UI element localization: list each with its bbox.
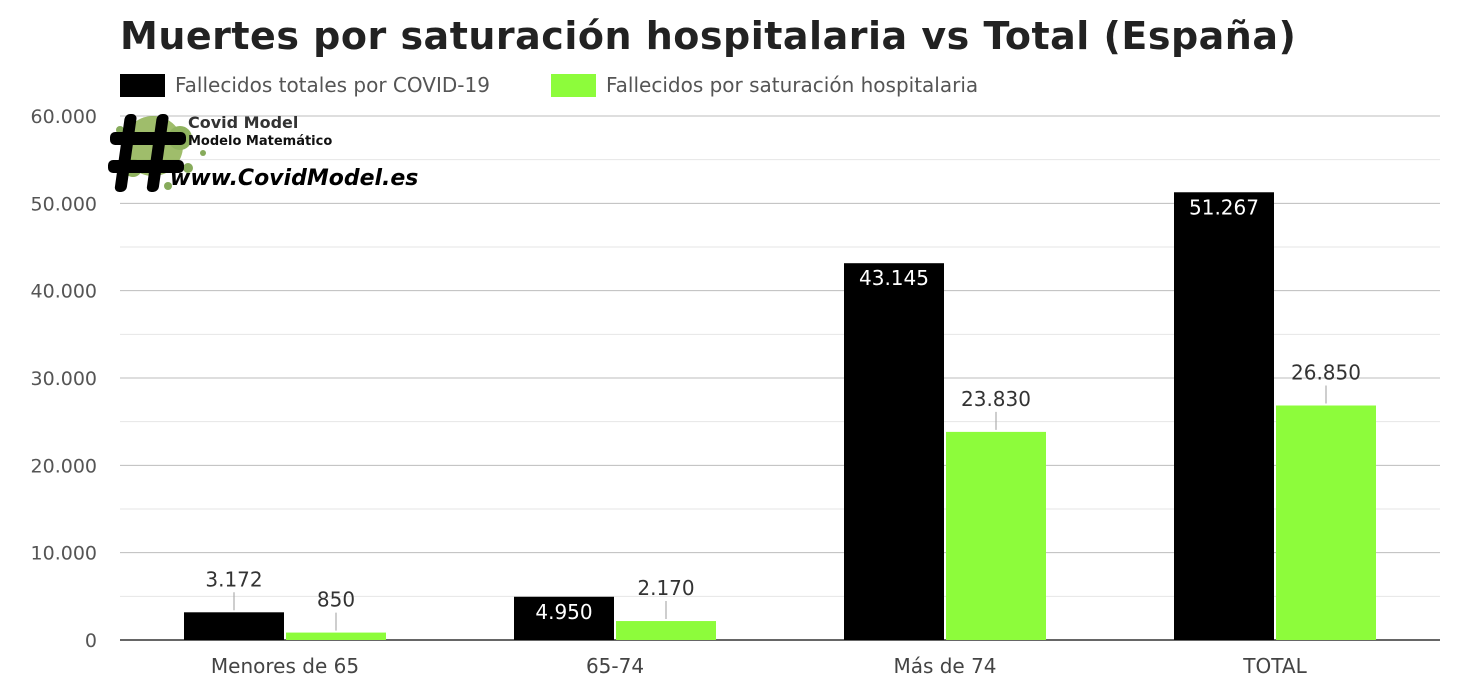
x-tick-label: Más de 74 — [893, 654, 996, 678]
data-label-total: 51.267 — [1189, 195, 1259, 219]
bar-saturation — [946, 431, 1046, 640]
watermark-brand: Covid Model — [188, 113, 298, 132]
data-label-total: 43.145 — [859, 266, 929, 290]
y-tick-label: 50.000 — [31, 193, 97, 215]
legend-swatch-total — [120, 73, 165, 97]
data-label-saturation: 23.830 — [961, 387, 1031, 411]
legend-item-saturation: Fallecidos por saturación hospitalaria — [551, 73, 978, 97]
x-tick-label: Menores de 65 — [211, 654, 359, 678]
bar-total — [514, 596, 614, 640]
y-tick-label: 0 — [85, 630, 97, 652]
bar-saturation — [616, 621, 716, 640]
watermark-subtitle: Modelo Matemático — [188, 134, 332, 149]
data-label-total: 4.950 — [535, 600, 592, 624]
bar-total — [1174, 192, 1274, 641]
y-tick-label: 60.000 — [31, 106, 97, 128]
covidmodel-watermark: Covid Model Modelo Matemático www.CovidM… — [108, 113, 418, 192]
chart-title: Muertes por saturación hospitalaria vs T… — [120, 14, 1297, 58]
data-label-total: 3.172 — [205, 567, 262, 591]
y-tick-label: 20.000 — [31, 455, 97, 477]
legend-label-total: Fallecidos totales por COVID-19 — [175, 73, 490, 97]
bar-total — [844, 263, 944, 640]
legend-label-saturation: Fallecidos por saturación hospitalaria — [606, 73, 979, 97]
legend-swatch-saturation — [551, 73, 596, 97]
bar-saturation — [1276, 405, 1376, 640]
y-tick-label: 40.000 — [31, 281, 97, 303]
data-label-saturation: 2.170 — [637, 576, 694, 600]
watermark-url: www.CovidModel.es — [170, 166, 418, 191]
legend-item-total: Fallecidos totales por COVID-19 — [120, 73, 490, 97]
bar-total — [184, 612, 284, 640]
hash-icon — [108, 114, 186, 192]
bar-saturation — [286, 632, 386, 640]
y-tick-label: 30.000 — [31, 368, 97, 390]
data-label-saturation: 26.850 — [1291, 361, 1361, 385]
x-tick-label: 65-74 — [586, 654, 644, 678]
x-tick-label: TOTAL — [1242, 654, 1307, 678]
y-tick-label: 10.000 — [31, 543, 97, 565]
data-label-saturation: 850 — [317, 588, 355, 612]
